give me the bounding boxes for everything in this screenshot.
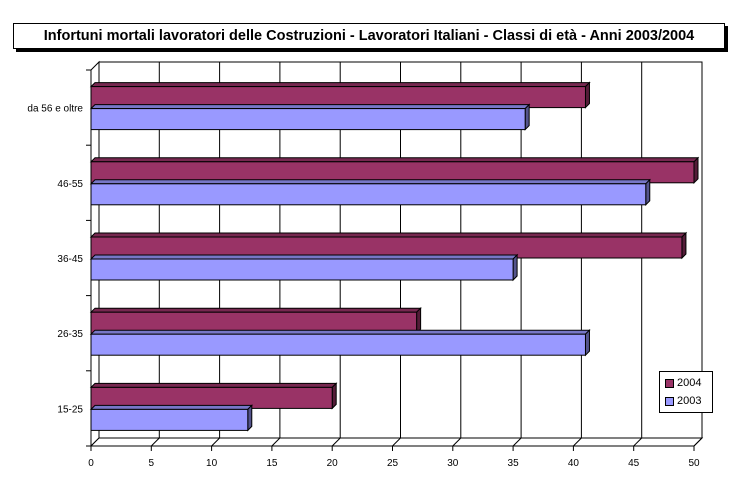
floor-gridline-30 bbox=[452, 437, 462, 447]
chart-title: Infortuni mortali lavoratori delle Costr… bbox=[13, 23, 725, 49]
floor-gridline-50 bbox=[693, 437, 703, 447]
bar-2003-da-56-e-oltre bbox=[89, 103, 531, 131]
legend: 2004 2003 bbox=[659, 371, 713, 413]
y-tick-label-15-25: 15-25 bbox=[57, 404, 83, 415]
y-tick-labels: da 56 e oltre 46-55 36-45 26-35 15-25 bbox=[27, 104, 83, 416]
bar-2004-da-56-e-oltre bbox=[89, 81, 591, 109]
legend-swatch-2003 bbox=[665, 397, 674, 406]
x-tick-label-35: 35 bbox=[508, 458, 520, 469]
floor-gridline-20 bbox=[331, 437, 341, 447]
x-tick-label-40: 40 bbox=[568, 458, 580, 469]
floor-gridline-40 bbox=[573, 437, 582, 447]
x-tick-label-30: 30 bbox=[447, 458, 459, 469]
x-tick-label-50: 50 bbox=[688, 458, 700, 469]
y-tick-label-46-55: 46-55 bbox=[57, 179, 83, 190]
x-tick-label-45: 45 bbox=[628, 458, 640, 469]
floor-gridline-25 bbox=[392, 437, 401, 447]
y-tick-label-da-56-e-oltre: da 56 e oltre bbox=[27, 104, 83, 115]
floor-gridline-45 bbox=[633, 437, 643, 447]
bar-2004-36-45 bbox=[89, 231, 688, 260]
y-tick-label-36-45: 36-45 bbox=[57, 254, 83, 265]
floor-gridline-10 bbox=[211, 437, 220, 447]
floor-gridline-15 bbox=[271, 437, 281, 447]
bar-2003-36-45 bbox=[89, 253, 519, 282]
bar-2003-46-55 bbox=[89, 178, 651, 207]
x-tick-labels: 0 5 10 15 20 25 30 35 40 45 50 bbox=[88, 458, 700, 469]
x-tick-label-5: 5 bbox=[149, 458, 155, 469]
bar-2003-26-35 bbox=[89, 328, 591, 357]
y-tick-label-26-35: 26-35 bbox=[57, 329, 83, 340]
legend-label-2003: 2003 bbox=[677, 395, 702, 407]
bar-2004-26-35 bbox=[89, 306, 422, 335]
floor-gridline-35 bbox=[512, 437, 522, 447]
floor-gridline-5 bbox=[150, 437, 160, 447]
bar-2003-15-25 bbox=[89, 404, 253, 432]
x-tick-label-20: 20 bbox=[327, 458, 339, 469]
x-tick-label-10: 10 bbox=[206, 458, 218, 469]
legend-label-2004: 2004 bbox=[677, 377, 702, 389]
axes bbox=[86, 69, 695, 451]
legend-swatch-2004 bbox=[665, 379, 674, 388]
x-tick-label-0: 0 bbox=[88, 458, 94, 469]
bar-2004-46-55 bbox=[89, 156, 700, 185]
x-tick-label-15: 15 bbox=[266, 458, 278, 469]
bar-2004-15-25 bbox=[89, 382, 338, 410]
x-tick-label-25: 25 bbox=[387, 458, 399, 469]
